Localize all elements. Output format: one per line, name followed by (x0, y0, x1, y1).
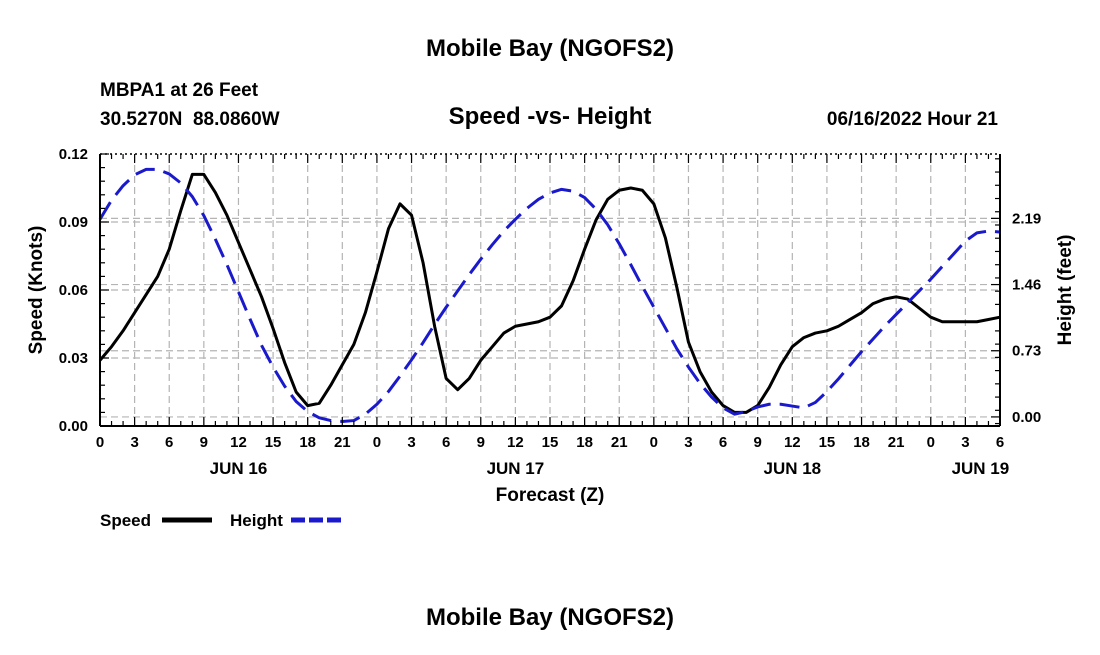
coords-label: 30.5270N 88.0860W (100, 109, 280, 130)
axis-layer: 0 3 6 9 12 15 18 21 0 3 6 9 12 15 18 21 0 3 6 9 12 15 18 21 0 3 6 J… (59, 146, 1041, 478)
x-tick-label: 21 (611, 434, 628, 451)
date-label: JUN 16 (210, 459, 268, 478)
speed-series-line (98, 172, 1001, 414)
x-tick-label: 0 (96, 434, 104, 451)
y-tick-label: 0.12 (59, 146, 88, 163)
x-tick-label: 6 (165, 434, 173, 451)
x-tick-label: 15 (265, 434, 282, 451)
page-title-bottom: Mobile Bay (NGOFS2) (426, 604, 674, 631)
height-series-line (98, 167, 1001, 423)
x-axis-label: Forecast (Z) (496, 485, 605, 506)
y-axis-label-left: Speed (Knots) (26, 226, 47, 355)
legend-height-label: Height (230, 511, 283, 530)
x-tick-label: 6 (442, 434, 450, 451)
x-tick-label: 18 (853, 434, 870, 451)
x-tick-label: 3 (130, 434, 138, 451)
y-tick-label: 0.09 (59, 214, 88, 231)
x-tick-label: 6 (996, 434, 1004, 451)
x-tick-label: 15 (542, 434, 559, 451)
x-tick-label: 3 (684, 434, 692, 451)
y-right-tick-label: 0.73 (1012, 343, 1041, 360)
date-label: JUN 18 (763, 459, 821, 478)
x-tick-label: 3 (407, 434, 415, 451)
x-tick-label: 0 (927, 434, 935, 451)
chart-title: Speed -vs- Height (449, 103, 652, 130)
x-tick-label: 12 (507, 434, 524, 451)
x-tick-label: 21 (888, 434, 905, 451)
x-tick-label: 18 (576, 434, 593, 451)
y-right-tick-label: 1.46 (1012, 277, 1041, 294)
legend-speed-label: Speed (100, 511, 151, 530)
forecast-time-label: 06/16/2022 Hour 21 (827, 109, 999, 130)
y-tick-label: 0.03 (59, 350, 88, 367)
legend: Speed Height (100, 511, 343, 530)
x-tick-label: 9 (477, 434, 485, 451)
page-title-top: Mobile Bay (NGOFS2) (426, 35, 674, 62)
y-right-tick-label: 2.19 (1012, 210, 1041, 227)
x-tick-label: 18 (299, 434, 316, 451)
x-tick-label: 15 (819, 434, 836, 451)
plot-layer (98, 167, 1001, 423)
x-tick-label: 9 (200, 434, 208, 451)
y-tick-label: 0.00 (59, 418, 88, 435)
x-tick-label: 21 (334, 434, 351, 451)
x-tick-label: 0 (650, 434, 658, 451)
x-tick-label: 0 (373, 434, 381, 451)
date-label: JUN 19 (952, 459, 1010, 478)
y-right-tick-label: 0.00 (1012, 409, 1041, 426)
x-tick-label: 12 (230, 434, 247, 451)
date-label: JUN 17 (487, 459, 545, 478)
y-axis-label-right: Height (feet) (1055, 235, 1076, 346)
y-tick-label: 0.06 (59, 282, 88, 299)
grid-layer (100, 154, 1000, 426)
x-tick-label: 6 (719, 434, 727, 451)
station-label: MBPA1 at 26 Feet (100, 80, 259, 101)
x-tick-label: 12 (784, 434, 801, 451)
x-tick-label: 3 (961, 434, 969, 451)
x-tick-label: 9 (754, 434, 762, 451)
